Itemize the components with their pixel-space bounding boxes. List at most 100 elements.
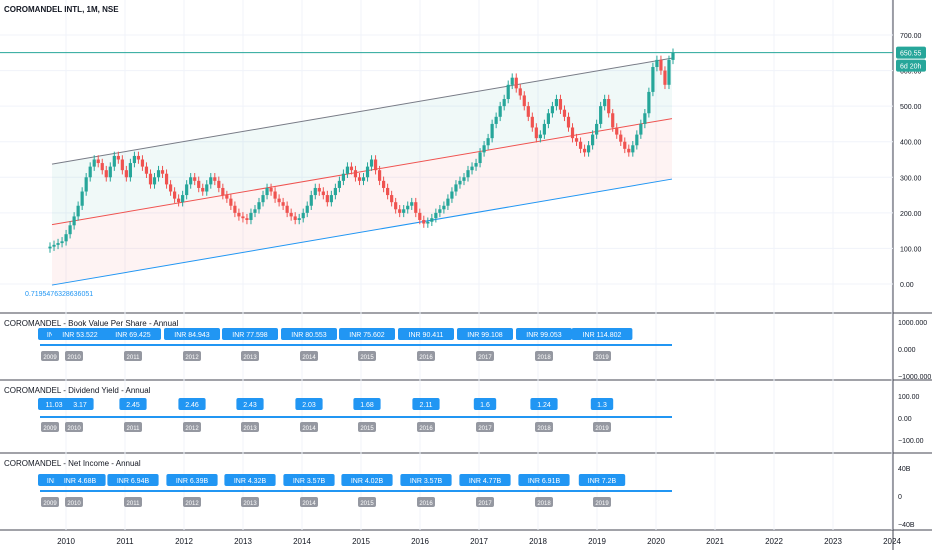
candle-body (72, 216, 76, 226)
year-tag (241, 497, 259, 507)
candle-body (578, 141, 583, 149)
value-label: 1.68 (360, 402, 374, 409)
candle-body (112, 155, 116, 167)
value-label: INR 75.602 (349, 332, 385, 339)
candle-body (510, 77, 514, 85)
year-label: 2019 (595, 426, 609, 432)
year-tag (300, 422, 318, 432)
value-label: 3.17 (73, 402, 87, 409)
year-tag (65, 497, 83, 507)
x-tick-label: 2021 (706, 537, 724, 546)
year-label: 2010 (67, 355, 81, 361)
candle-body (647, 91, 651, 114)
candle-body (430, 218, 434, 222)
candle-body (542, 123, 546, 135)
y-tick-label: 600.00 (900, 69, 922, 76)
y-tick-label: 400.00 (900, 140, 922, 147)
year-label: 2018 (537, 355, 551, 361)
value-tag (66, 398, 94, 410)
x-tick-label: 2024 (883, 537, 901, 546)
candle-body (177, 198, 181, 203)
candle-body (144, 166, 149, 174)
value-tag (105, 328, 161, 340)
value-label: INR 90.411 (409, 332, 444, 339)
value-tag (236, 398, 264, 410)
candle-body (462, 177, 466, 181)
value-tag (164, 328, 220, 340)
candle-body (333, 187, 337, 196)
candle-body (663, 70, 667, 85)
pane-title: COROMANDEL - Book Value Per Share - Annu… (4, 319, 179, 328)
candle-body (76, 205, 80, 217)
year-tag (124, 351, 142, 361)
candle-body (309, 195, 313, 206)
candle-body (96, 159, 100, 164)
value-tag (295, 398, 323, 410)
candle-body (550, 106, 555, 114)
value-label: 1.24 (537, 402, 551, 409)
candle-body (418, 212, 422, 220)
value-tag (119, 398, 147, 410)
year-tag (417, 351, 435, 361)
candle-body (321, 191, 325, 196)
candle-body (173, 191, 177, 199)
candle-body (205, 184, 209, 192)
candle-body (289, 212, 293, 217)
year-label: 2018 (537, 426, 551, 432)
year-label: 2015 (360, 426, 374, 432)
candle-body (189, 177, 193, 185)
candle-body (434, 212, 438, 219)
candle-body (426, 221, 430, 224)
candle-body (293, 216, 297, 220)
candle-body (265, 187, 269, 196)
value-label: INR 7.2B (588, 478, 617, 485)
candle-body (313, 187, 317, 196)
y-tick-label: 200.00 (900, 211, 922, 218)
candle-body (526, 106, 530, 117)
value-tag (107, 474, 159, 486)
candle-body (201, 187, 205, 192)
year-label: 2016 (419, 501, 433, 507)
year-tag (593, 351, 611, 361)
candle-body (237, 212, 241, 217)
candle-body (217, 180, 221, 188)
value-tag (353, 398, 381, 410)
candle-body (92, 159, 96, 167)
year-tag (300, 497, 318, 507)
value-tag (341, 474, 393, 486)
year-tag (535, 497, 553, 507)
candle-body (245, 218, 249, 220)
candle-body (60, 241, 64, 244)
value-label: INR 77.598 (232, 332, 268, 339)
year-label: 2009 (43, 426, 57, 432)
candle-body (68, 225, 72, 235)
value-label: INR 4.02B (351, 478, 384, 485)
candle-body (64, 234, 68, 242)
candle-body (120, 159, 124, 171)
candle-body (337, 180, 341, 188)
pane-y-tick-label: 0.000 (898, 347, 916, 354)
candle-body (454, 184, 458, 192)
year-label: 2011 (127, 355, 141, 361)
candle-body (285, 205, 289, 213)
candle-body (494, 116, 498, 124)
x-tick-label: 2022 (765, 537, 783, 546)
x-tick-label: 2011 (116, 537, 134, 546)
candle-body (273, 191, 277, 199)
candle-body (369, 159, 374, 167)
value-label: 2.45 (126, 402, 140, 409)
x-tick-label: 2017 (470, 537, 488, 546)
value-label: INR 4.68B (64, 478, 97, 485)
value-label: INR 69.425 (115, 332, 151, 339)
candle-body (566, 116, 571, 128)
year-tag (417, 497, 435, 507)
pane-y-tick-label: −100.00 (898, 438, 924, 445)
x-tick-label: 2016 (411, 537, 429, 546)
year-label: 2011 (127, 501, 141, 507)
candle-body (627, 148, 631, 153)
value-label: INR 6.39B (176, 478, 209, 485)
candle-body (639, 123, 643, 135)
candle-body (458, 180, 462, 185)
year-tag (241, 422, 259, 432)
